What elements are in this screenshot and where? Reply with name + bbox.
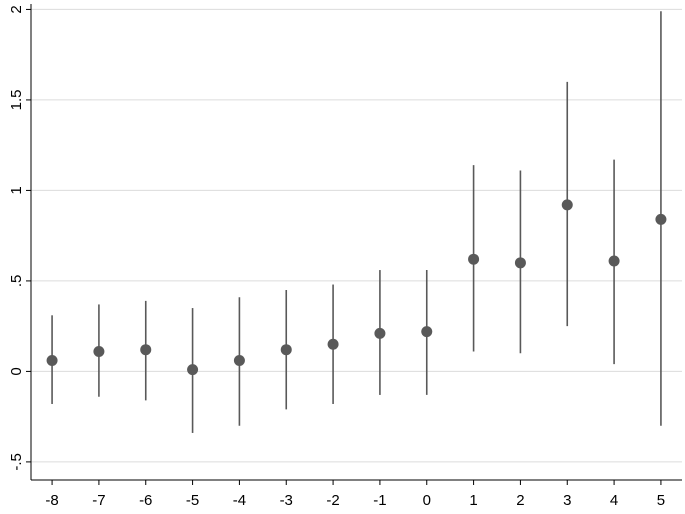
point-estimate (327, 338, 339, 350)
x-tick-label: -1 (373, 492, 386, 509)
point-estimate (468, 253, 480, 265)
x-tick-label: -7 (92, 492, 105, 509)
point-estimate (280, 344, 292, 356)
y-tick-label: 1 (8, 186, 25, 194)
point-estimate (93, 345, 105, 357)
point-estimate (46, 355, 58, 367)
x-tick-label: -3 (280, 492, 293, 509)
gridlines (31, 8, 682, 463)
x-tick-label: -4 (233, 492, 246, 509)
y-tick-label: 0 (8, 367, 25, 375)
confidence-intervals (51, 11, 662, 433)
x-tick-label: -5 (186, 492, 199, 509)
y-tick-label: 1.5 (8, 89, 25, 110)
x-tick-label: 0 (423, 492, 431, 509)
x-tick-label: 5 (657, 492, 665, 509)
point-estimate (421, 326, 433, 338)
axes (30, 4, 682, 481)
x-tick-label: 1 (469, 492, 477, 509)
point-estimate (374, 327, 386, 339)
point-estimate (514, 257, 526, 269)
x-tick-label: -6 (139, 492, 152, 509)
point-estimate (140, 344, 152, 356)
y-tick-label: .5 (8, 275, 25, 288)
point-estimate (655, 213, 667, 225)
x-tick-label: 2 (516, 492, 524, 509)
point-estimate (187, 364, 199, 376)
x-tick-label: 4 (610, 492, 618, 509)
x-tick-label: -8 (45, 492, 58, 509)
point-estimate (608, 255, 620, 267)
y-ticks: -.5 0 .5 1 1.5 2 (8, 5, 31, 471)
point-estimate (233, 355, 245, 367)
point-estimate (561, 199, 573, 211)
y-tick-label: 2 (8, 5, 25, 13)
point-estimates (46, 199, 667, 376)
y-tick-label: -.5 (8, 453, 25, 471)
x-ticks: -8 -7 -6 -5 -4 -3 -2 -1 0 1 2 3 4 5 (45, 480, 665, 509)
x-tick-label: -2 (326, 492, 339, 509)
x-tick-label: 3 (563, 492, 571, 509)
